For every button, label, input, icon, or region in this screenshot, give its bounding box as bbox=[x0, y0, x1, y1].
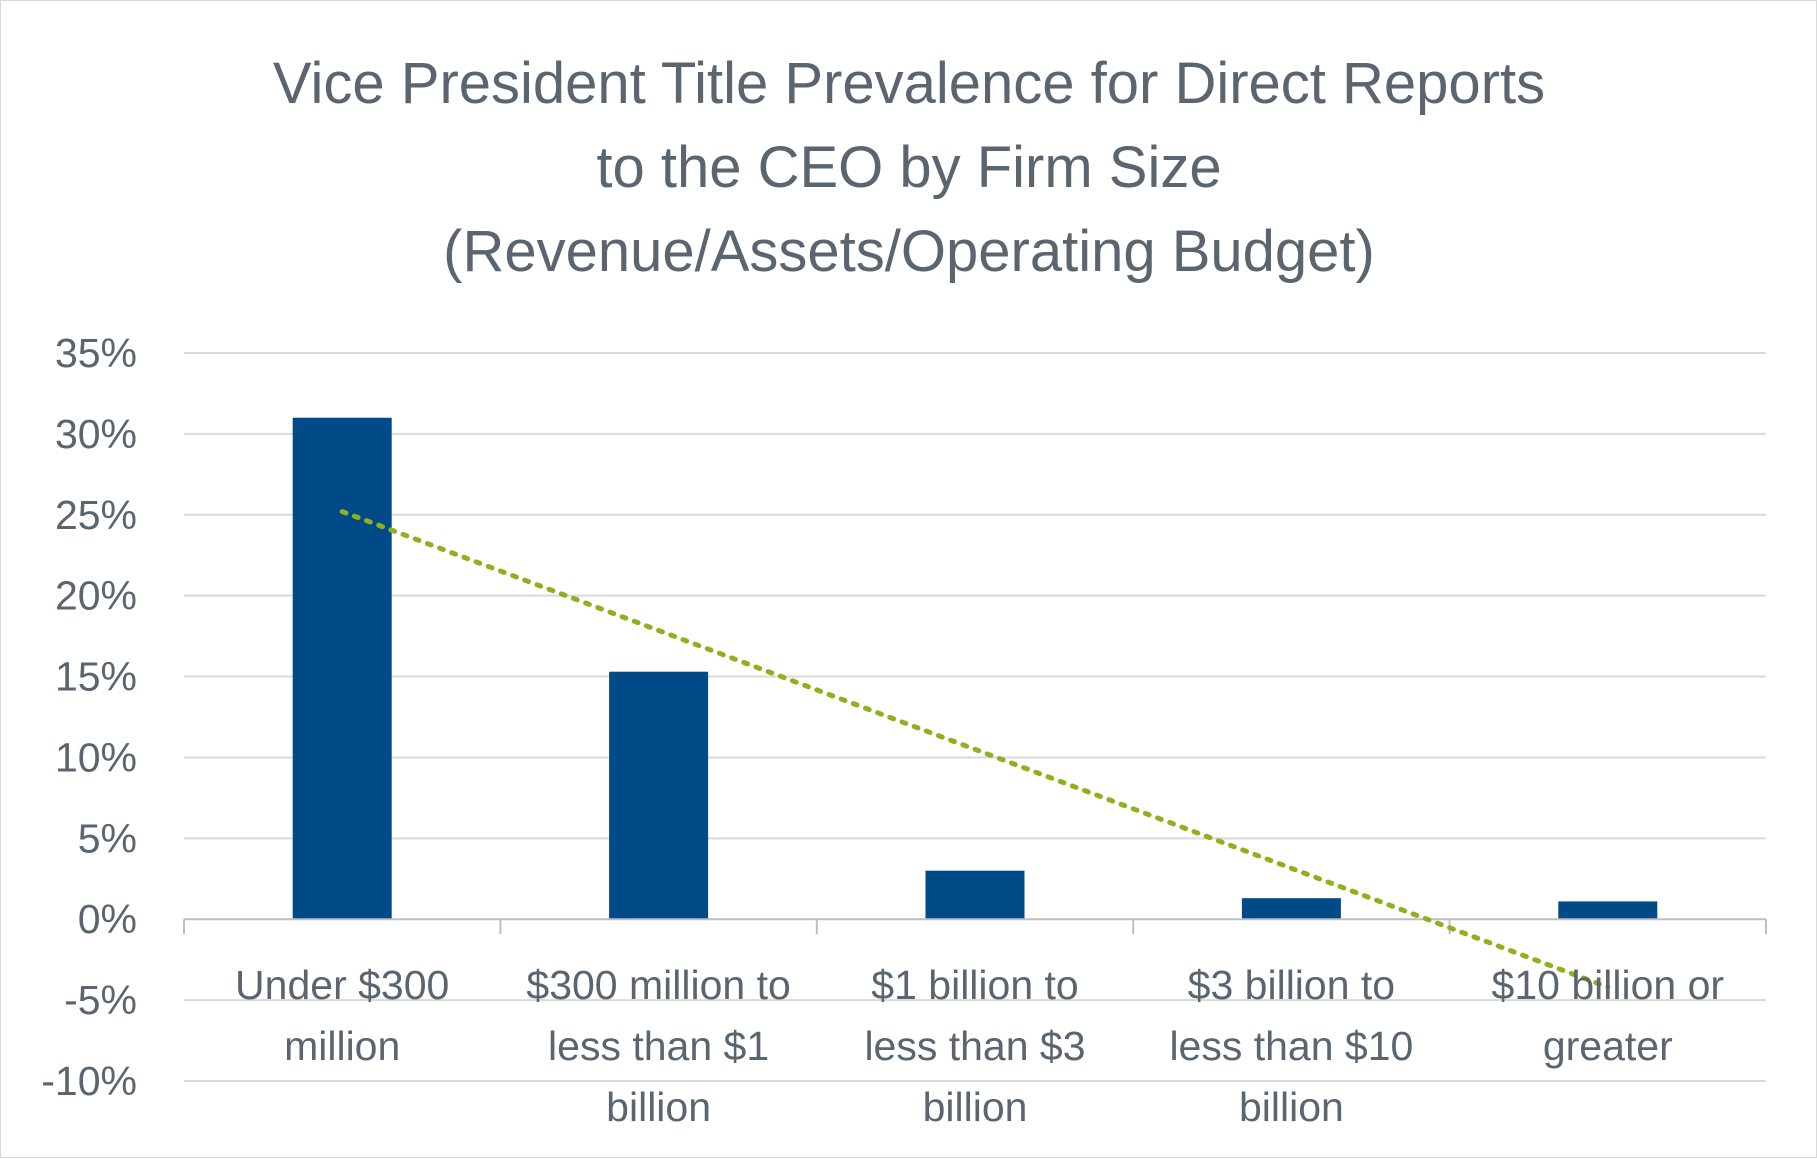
y-axis-tick-labels: 35% 30% 25% 20% 15% 10% 5% 0% -5% -10% bbox=[41, 330, 137, 1104]
trendline bbox=[339, 509, 1611, 990]
x-category-label: $300 million to bbox=[526, 962, 790, 1008]
y-tick-label: 20% bbox=[55, 573, 137, 619]
x-category-label: $3 billion to bbox=[1188, 962, 1395, 1008]
bar bbox=[1558, 901, 1658, 920]
y-tick-label: 0% bbox=[78, 896, 137, 942]
gridlines bbox=[184, 352, 1766, 1082]
y-tick-label: -5% bbox=[64, 977, 137, 1023]
y-tick-label: -10% bbox=[41, 1058, 137, 1104]
x-category-label: $10 billion or bbox=[1492, 962, 1725, 1008]
bar bbox=[292, 417, 392, 920]
x-category-label: billion bbox=[606, 1084, 711, 1130]
y-tick-label: 30% bbox=[55, 411, 137, 457]
bars bbox=[292, 417, 1658, 920]
x-axis-category-labels: Under $300 million $300 million to less tha… bbox=[235, 962, 1724, 1130]
title-line-2: to the CEO by Firm Size bbox=[596, 135, 1221, 200]
title-line-1: Vice President Title Prevalence for Dire… bbox=[273, 51, 1545, 116]
y-tick-label: 35% bbox=[55, 330, 137, 376]
trendline-group bbox=[339, 509, 1611, 990]
x-category-label: less than $3 bbox=[864, 1023, 1085, 1069]
x-category-label: greater bbox=[1543, 1023, 1673, 1069]
y-tick-label: 10% bbox=[55, 734, 137, 780]
x-category-label: billion bbox=[923, 1084, 1028, 1130]
x-category-label: million bbox=[284, 1023, 400, 1069]
y-tick-label: 15% bbox=[55, 654, 137, 700]
title-line-3: (Revenue/Assets/Operating Budget) bbox=[443, 219, 1375, 284]
x-category-label: Under $300 bbox=[235, 962, 449, 1008]
x-category-label: $1 billion to bbox=[871, 962, 1078, 1008]
bar bbox=[925, 870, 1025, 920]
x-category-label: less than $1 bbox=[548, 1023, 769, 1069]
y-tick-label: 25% bbox=[55, 492, 137, 538]
bar bbox=[1241, 898, 1341, 920]
chart-title: Vice President Title Prevalence for Dire… bbox=[273, 51, 1545, 284]
bar bbox=[609, 671, 709, 920]
y-tick-label: 5% bbox=[78, 815, 137, 861]
x-axis bbox=[183, 918, 1767, 935]
x-category-label: less than $10 bbox=[1169, 1023, 1413, 1069]
x-category-label: billion bbox=[1239, 1084, 1344, 1130]
